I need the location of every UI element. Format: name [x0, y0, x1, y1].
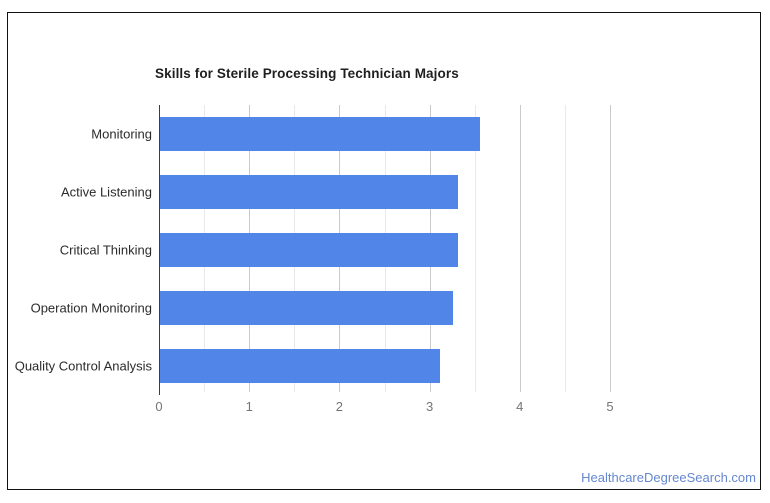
category-label: Monitoring	[91, 126, 152, 142]
bar-monitoring	[160, 117, 480, 151]
category-label: Quality Control Analysis	[14, 358, 152, 374]
gridline-major	[520, 105, 521, 392]
plot-area	[159, 105, 611, 395]
gridline-major	[610, 105, 611, 392]
chart-title: Skills for Sterile Processing Technician…	[155, 66, 459, 81]
x-axis-baseline	[159, 105, 160, 395]
bar-operation-monitoring	[160, 291, 453, 325]
x-axis-tick-label: 0	[155, 399, 163, 414]
x-axis-tick-label: 2	[335, 399, 343, 414]
bar-critical-thinking	[160, 233, 458, 267]
x-axis-tick-label: 4	[516, 399, 524, 414]
x-axis-tick-label: 1	[245, 399, 253, 414]
bar-active-listening	[160, 175, 458, 209]
category-label: Active Listening	[60, 184, 152, 200]
x-axis-tick-label: 3	[425, 399, 434, 414]
bar-quality-control-analysis	[160, 349, 440, 383]
watermark-link[interactable]: HealthcareDegreeSearch.com	[581, 470, 756, 485]
gridline-minor	[475, 105, 476, 392]
x-axis-tick-label: 5	[606, 399, 614, 414]
gridline-minor	[565, 105, 566, 392]
category-label: Critical Thinking	[59, 242, 152, 258]
category-label: Operation Monitoring	[30, 300, 152, 316]
